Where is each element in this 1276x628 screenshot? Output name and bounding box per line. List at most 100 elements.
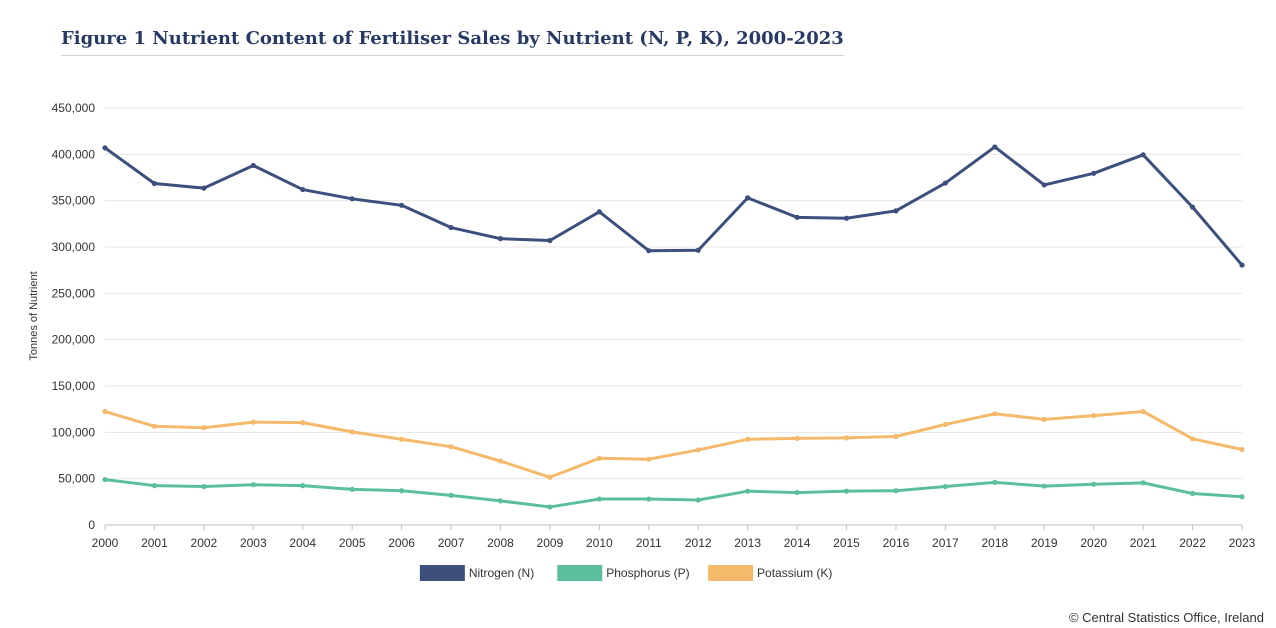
data-point[interactable]	[843, 488, 850, 494]
x-tick-label: 2017	[932, 536, 959, 550]
data-point[interactable]	[349, 196, 355, 202]
data-point[interactable]	[695, 447, 701, 453]
data-point[interactable]	[1239, 446, 1245, 453]
data-point[interactable]	[497, 236, 504, 242]
y-axis: 0 50,000 100,000 150,000 200,000 250,000 300,0…	[52, 101, 96, 532]
data-point[interactable]	[399, 436, 405, 442]
data-point[interactable]	[942, 180, 948, 186]
data-point[interactable]	[102, 408, 108, 415]
legend-swatch	[419, 565, 465, 581]
data-point[interactable]	[646, 496, 652, 502]
x-tick-label: 2015	[833, 536, 860, 550]
x-tick-label: 2006	[388, 536, 415, 550]
x-tick-label: 2023	[1229, 536, 1256, 550]
data-point[interactable]	[151, 423, 158, 429]
y-tick-label: 450,000	[52, 101, 96, 115]
data-point[interactable]	[448, 492, 454, 498]
data-point[interactable]	[893, 433, 899, 440]
copyright-notice: © Central Statistics Office, Ireland	[1068, 610, 1264, 625]
data-point[interactable]	[992, 411, 998, 417]
legend-swatch	[557, 565, 603, 581]
data-point[interactable]	[151, 483, 158, 489]
data-point[interactable]	[1140, 480, 1146, 486]
data-point[interactable]	[448, 224, 454, 231]
data-point[interactable]	[745, 488, 751, 494]
data-point[interactable]	[201, 425, 207, 431]
x-tick-label: 2011	[636, 536, 662, 550]
legend-label: Phosphorus (P)	[606, 566, 689, 580]
data-point[interactable]	[1091, 413, 1097, 419]
data-point[interactable]	[596, 496, 602, 502]
x-tick-label: 2014	[784, 536, 811, 550]
x-tick-label: 2012	[685, 536, 712, 550]
data-point[interactable]	[1239, 262, 1245, 268]
data-point[interactable]	[893, 488, 899, 494]
data-point[interactable]	[151, 180, 158, 187]
data-point[interactable]	[1041, 483, 1047, 489]
data-point[interactable]	[843, 435, 850, 441]
data-point[interactable]	[349, 486, 355, 492]
data-point[interactable]	[1091, 481, 1097, 487]
data-point[interactable]	[942, 421, 948, 428]
data-point[interactable]	[300, 186, 306, 193]
data-point[interactable]	[794, 489, 800, 496]
data-point[interactable]	[201, 483, 207, 490]
data-point[interactable]	[1041, 182, 1047, 188]
legend-swatch	[708, 565, 754, 581]
data-point[interactable]	[794, 435, 800, 441]
data-point[interactable]	[399, 488, 405, 494]
data-point[interactable]	[843, 215, 850, 221]
data-point[interactable]	[596, 209, 602, 215]
data-point[interactable]	[399, 202, 405, 208]
x-tick-label: 2020	[1080, 536, 1107, 550]
data-point[interactable]	[250, 162, 256, 169]
data-point[interactable]	[300, 420, 306, 426]
data-point[interactable]	[102, 476, 108, 483]
data-point[interactable]	[646, 248, 652, 254]
data-point[interactable]	[1041, 416, 1047, 422]
data-point[interactable]	[1189, 490, 1196, 497]
x-tick-label: 2003	[240, 536, 267, 550]
legend-item[interactable]: Phosphorus (P)	[557, 565, 690, 581]
data-point[interactable]	[102, 145, 108, 151]
data-point[interactable]	[547, 504, 553, 510]
legend[interactable]: Nitrogen (N) Phosphorus (P) Potassium (K)	[419, 565, 833, 581]
data-point[interactable]	[547, 474, 553, 480]
data-point[interactable]	[1091, 170, 1097, 176]
data-point[interactable]	[1189, 436, 1196, 442]
y-tick-label: 350,000	[52, 194, 96, 208]
data-point[interactable]	[349, 429, 355, 435]
data-point[interactable]	[745, 195, 751, 201]
grid-lines	[105, 107, 1242, 526]
data-point[interactable]	[794, 214, 800, 220]
data-point[interactable]	[695, 497, 701, 503]
data-point[interactable]	[942, 483, 948, 490]
data-point[interactable]	[497, 498, 504, 504]
legend-label: Nitrogen (N)	[469, 566, 534, 580]
data-point[interactable]	[992, 144, 998, 150]
data-point[interactable]	[992, 479, 998, 485]
data-point[interactable]	[250, 419, 256, 425]
legend-item[interactable]: Potassium (K)	[708, 565, 832, 581]
data-point[interactable]	[497, 458, 504, 464]
data-point[interactable]	[448, 444, 454, 450]
data-point[interactable]	[547, 237, 553, 244]
data-point[interactable]	[596, 455, 602, 461]
series-1	[102, 144, 1245, 268]
legend-item[interactable]: Nitrogen (N)	[419, 565, 534, 581]
data-point[interactable]	[745, 436, 751, 442]
data-point[interactable]	[695, 247, 701, 253]
series-2	[102, 476, 1245, 510]
x-tick-label: 2001	[141, 536, 168, 550]
data-point[interactable]	[1189, 204, 1196, 210]
data-point[interactable]	[646, 456, 652, 462]
data-point[interactable]	[201, 185, 207, 191]
series-group	[102, 144, 1245, 510]
data-point[interactable]	[1140, 152, 1146, 158]
data-point[interactable]	[893, 208, 899, 214]
data-point[interactable]	[1140, 408, 1146, 415]
data-point[interactable]	[250, 482, 256, 488]
data-point[interactable]	[300, 483, 306, 489]
data-point[interactable]	[1239, 494, 1245, 500]
y-tick-label: 0	[88, 518, 95, 532]
